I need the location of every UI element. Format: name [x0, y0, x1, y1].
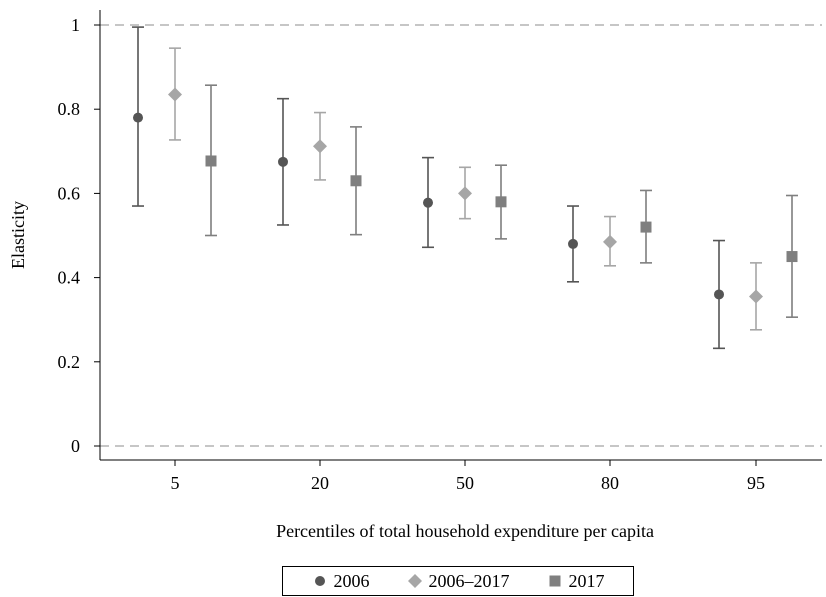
legend-marker-shape	[549, 575, 560, 587]
y-axis-ticks: 0 0.2 0.4 0.6 0.8 1	[58, 15, 100, 456]
error-bar-point	[713, 239, 725, 350]
data-point-diamond	[603, 234, 617, 249]
error-bar-point	[132, 26, 144, 207]
y-tick-label: 1	[71, 15, 80, 35]
legend: 2006 2006–2017 2017	[282, 566, 634, 596]
data-point-circle	[714, 289, 724, 300]
data-point-circle	[278, 156, 288, 167]
data-point-diamond	[313, 139, 327, 154]
y-tick-label: 0.8	[58, 99, 81, 119]
error-bar-point	[640, 189, 652, 264]
x-axis-title: Percentiles of total household expenditu…	[276, 521, 654, 541]
error-bar-point	[786, 194, 798, 318]
error-bar-point	[350, 126, 362, 236]
error-bar-point	[422, 156, 434, 249]
legend-label: 2006	[333, 570, 370, 591]
error-bar-point	[567, 205, 579, 283]
error-bar-point	[458, 166, 472, 220]
data-point-diamond	[458, 186, 472, 201]
data-point-circle	[568, 238, 578, 249]
y-tick-label: 0	[71, 436, 80, 456]
y-axis-title: Elasticity	[8, 201, 28, 269]
data-point-square	[350, 175, 362, 187]
legend-marker-shape	[314, 576, 325, 586]
legend-label: 2006–2017	[428, 570, 510, 591]
legend-marker-circle	[314, 576, 325, 586]
data-point-diamond	[168, 87, 182, 102]
x-axis-ticks: 5 20 50 80 95	[171, 460, 765, 493]
data-point-square	[495, 196, 507, 208]
y-tick-label: 0.4	[58, 268, 81, 288]
error-bar-point	[168, 47, 182, 141]
data-point-square	[205, 155, 217, 167]
error-bar-point	[749, 262, 763, 331]
x-tick-label: 95	[747, 473, 765, 493]
error-bar-point	[495, 164, 507, 240]
legend-marker-square	[549, 575, 560, 587]
error-bar-point	[313, 111, 327, 181]
error-bar-point	[603, 215, 617, 267]
data-point-square	[640, 221, 652, 233]
data-point-circle	[423, 197, 433, 208]
plot-area	[100, 24, 822, 447]
y-tick-label: 0.6	[58, 183, 81, 203]
x-tick-label: 50	[456, 473, 474, 493]
data-point-square	[786, 251, 798, 263]
x-tick-label: 5	[171, 473, 180, 493]
legend-item: 2006	[312, 571, 370, 592]
legend-item: 2006–2017	[407, 571, 510, 592]
data-point-diamond	[749, 289, 763, 304]
data-point-circle	[133, 112, 143, 123]
x-tick-label: 80	[601, 473, 619, 493]
error-bar-point	[205, 84, 217, 237]
legend-marker-diamond	[407, 574, 422, 588]
legend-label: 2017	[568, 570, 605, 591]
error-bar-point	[277, 97, 289, 226]
legend-item: 2017	[547, 571, 605, 592]
legend-marker-shape	[407, 574, 422, 588]
x-tick-label: 20	[311, 473, 329, 493]
y-tick-label: 0.2	[58, 352, 81, 372]
